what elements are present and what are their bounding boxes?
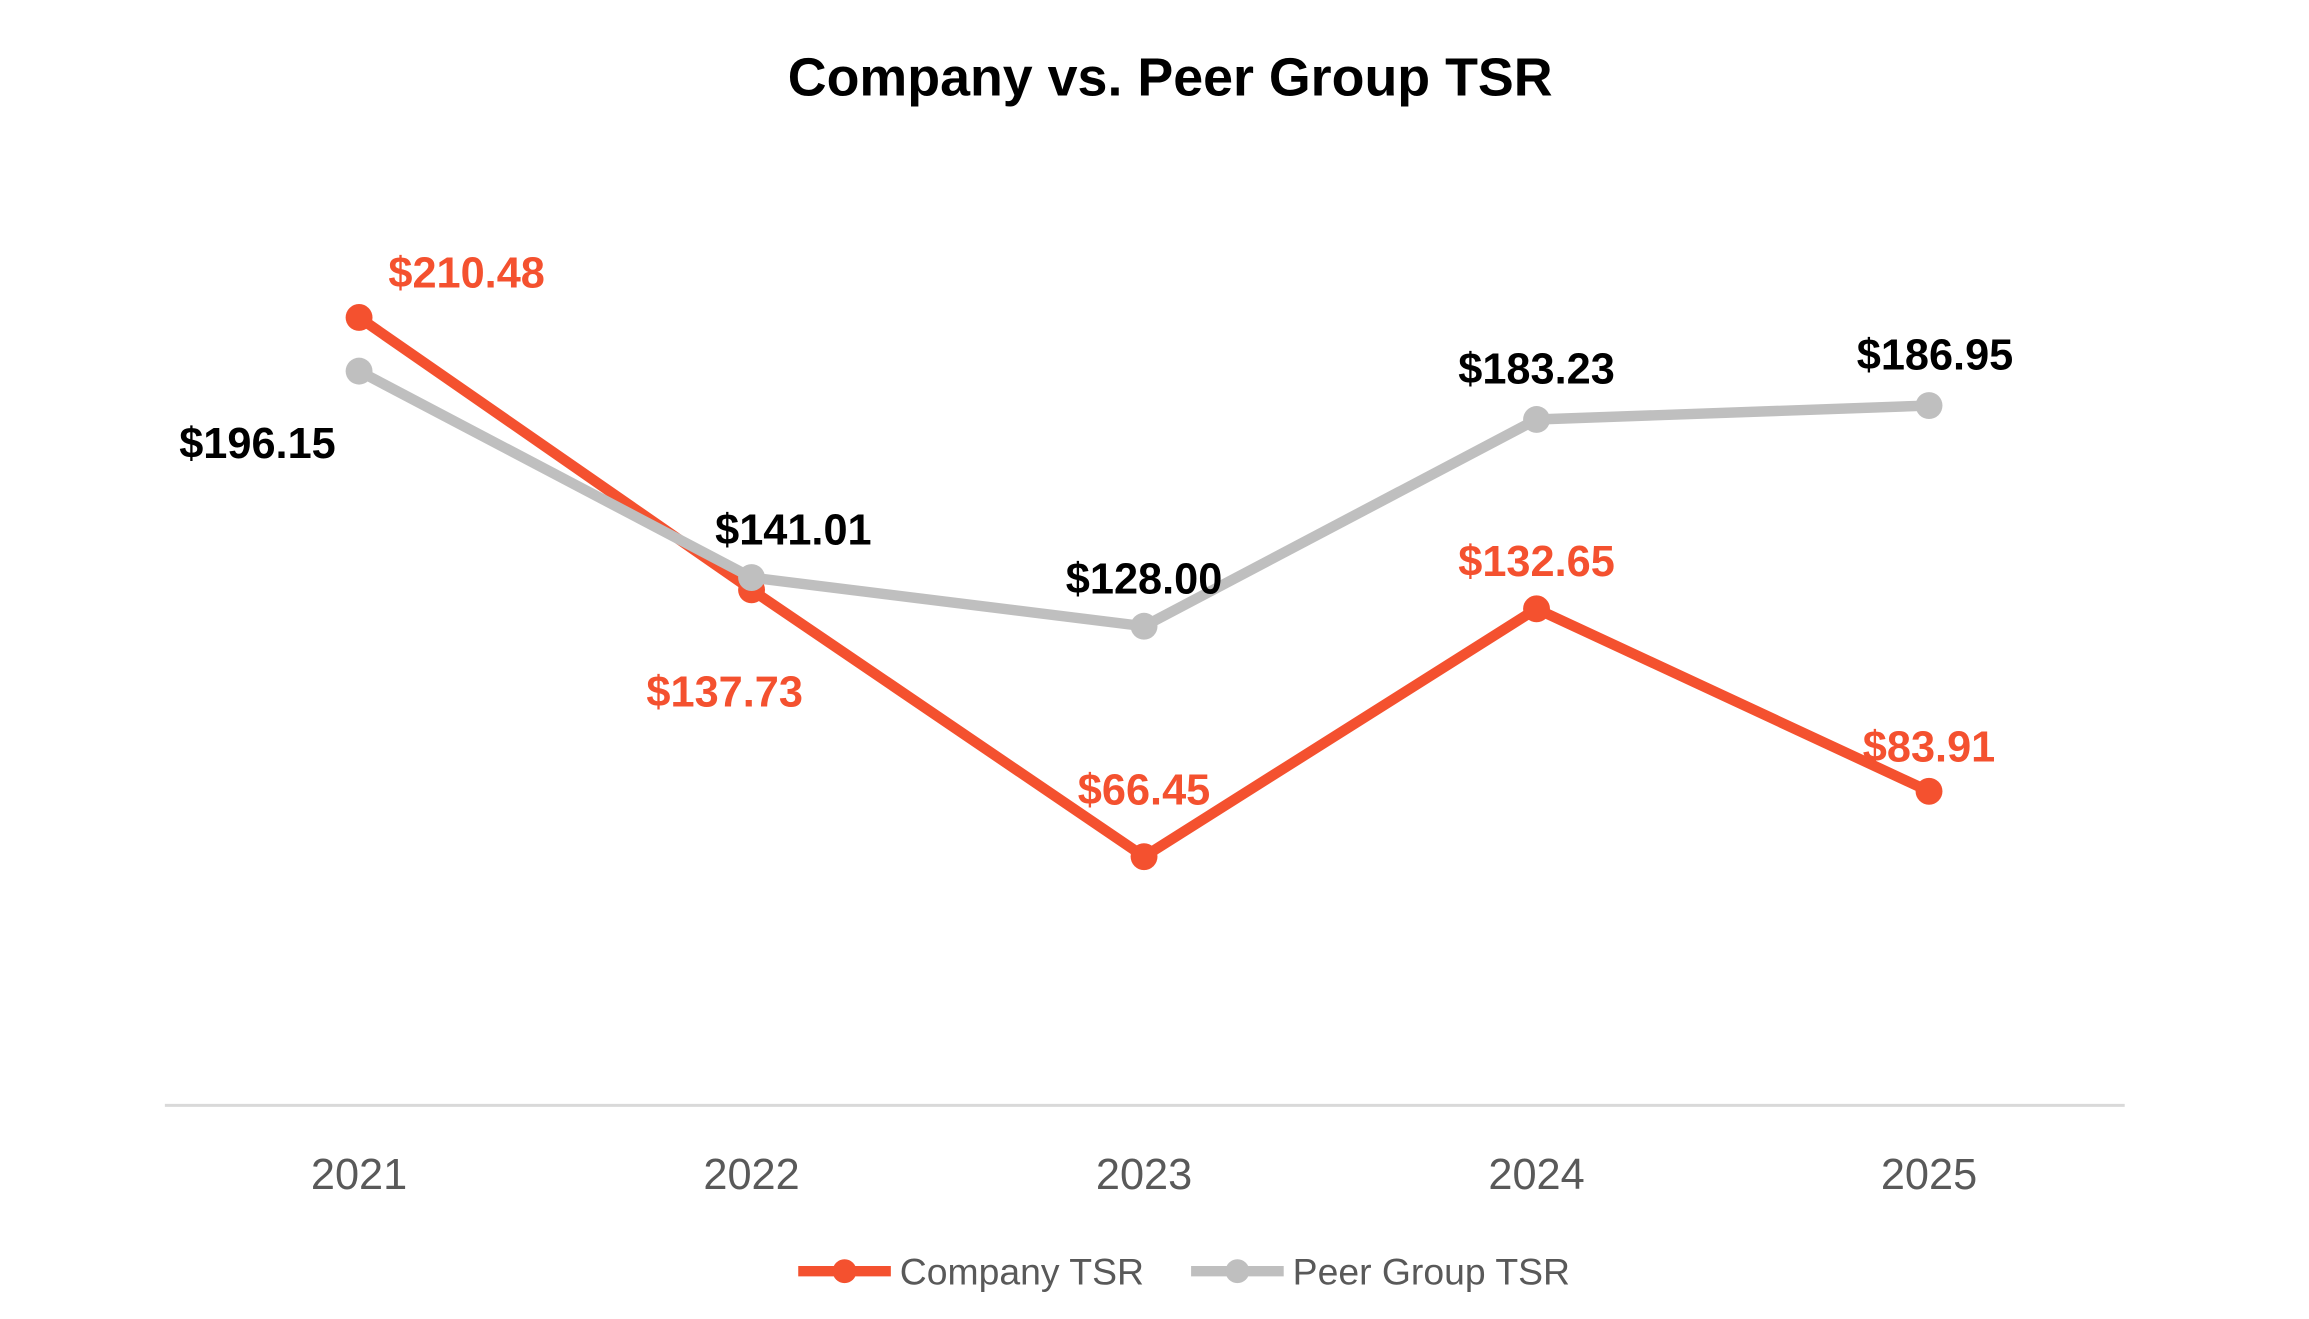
data-label: $186.95 <box>1857 332 2014 380</box>
chart-title: Company vs. Peer Group TSR <box>788 48 1553 108</box>
x-tick-label: 2024 <box>1488 1151 1584 1199</box>
data-point-peer <box>1915 392 1943 420</box>
data-point-company <box>345 304 373 331</box>
legend-label: Company TSR <box>900 1251 1144 1293</box>
data-label: $210.48 <box>388 250 545 298</box>
x-tick-label: 2022 <box>703 1151 799 1199</box>
data-label: $183.23 <box>1458 346 1615 394</box>
legend-swatch-marker <box>832 1259 857 1284</box>
data-label: $83.91 <box>1863 723 1995 771</box>
data-point-peer <box>345 357 373 385</box>
x-tick-label: 2023 <box>1096 1151 1192 1199</box>
data-label: $137.73 <box>646 668 803 716</box>
data-label: $141.01 <box>715 507 872 555</box>
legend-swatch-marker <box>1225 1259 1250 1284</box>
x-tick-label: 2025 <box>1881 1151 1977 1199</box>
data-point-peer <box>1523 406 1550 433</box>
data-point-peer <box>1130 612 1158 640</box>
data-point-peer <box>738 564 765 591</box>
data-point-company <box>1130 843 1158 871</box>
data-point-company <box>1915 777 1943 805</box>
data-label: $132.65 <box>1458 538 1615 586</box>
data-label: $196.15 <box>179 420 336 468</box>
data-label: $128.00 <box>1066 555 1223 603</box>
data-point-company <box>1523 595 1550 623</box>
legend-label: Peer Group TSR <box>1293 1251 1570 1293</box>
legend: Company TSR Peer Group TSR <box>798 1251 1570 1293</box>
x-tick-label: 2021 <box>311 1151 407 1199</box>
data-label: $66.45 <box>1078 766 1210 814</box>
